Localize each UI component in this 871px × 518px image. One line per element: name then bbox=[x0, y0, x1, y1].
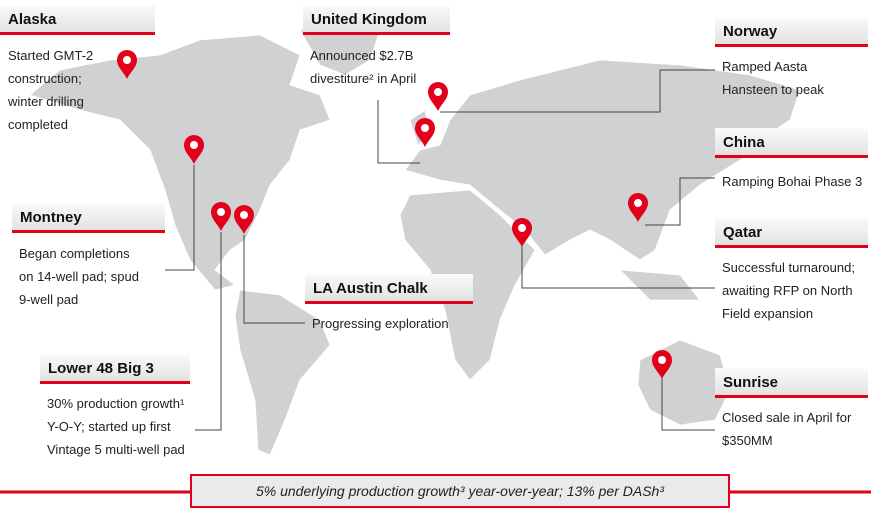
callout-title: Lower 48 Big 3 bbox=[40, 354, 190, 384]
callout-text: $350MM bbox=[722, 433, 773, 448]
callout-text: Announced $2.7B bbox=[310, 48, 414, 63]
summary-banner: 5% underlying production growth³ year-ov… bbox=[190, 474, 730, 508]
connector bbox=[243, 235, 305, 324]
pin-body bbox=[184, 135, 204, 164]
pin-body bbox=[628, 193, 648, 222]
south-america bbox=[234, 289, 331, 456]
pin-body bbox=[652, 350, 672, 379]
pin-body bbox=[234, 205, 254, 234]
callout-title: United Kingdom bbox=[303, 5, 450, 35]
location-pin bbox=[234, 205, 254, 234]
callout-text: awaiting RFP on North bbox=[722, 283, 853, 298]
connector bbox=[165, 165, 195, 271]
pin-hole bbox=[123, 56, 131, 64]
location-pin bbox=[428, 82, 448, 111]
pin-hole bbox=[421, 124, 429, 132]
connector bbox=[377, 100, 420, 164]
pin-hole bbox=[658, 356, 666, 364]
callout-text: Y-O-Y; started up first bbox=[47, 419, 171, 434]
callout-title: Montney bbox=[12, 203, 165, 233]
callout-text: 30% production growth¹ bbox=[47, 396, 185, 411]
location-pin bbox=[512, 218, 532, 247]
pin-hole bbox=[518, 224, 526, 232]
indonesia bbox=[618, 269, 701, 301]
connector bbox=[645, 177, 715, 226]
location-pin bbox=[628, 193, 648, 222]
callout-title: China bbox=[715, 128, 868, 158]
pin-body bbox=[415, 118, 435, 147]
callout-text: construction; bbox=[8, 71, 82, 86]
callout-text: Started GMT-2 bbox=[8, 48, 94, 63]
callout-title: Norway bbox=[715, 17, 868, 47]
pin-hole bbox=[217, 208, 225, 216]
callout-text: 9-well pad bbox=[19, 292, 79, 307]
north-america bbox=[29, 34, 331, 291]
pin-hole bbox=[634, 199, 642, 207]
callout-title: Sunrise bbox=[715, 368, 868, 398]
callout-text: on 14-well pad; spud bbox=[19, 269, 139, 284]
callout-text: Successful turnaround; bbox=[722, 260, 855, 275]
pin-body bbox=[428, 82, 448, 111]
callout-text: Vintage 5 multi-well pad bbox=[47, 442, 185, 457]
pin-body bbox=[512, 218, 532, 247]
location-pin bbox=[652, 350, 672, 379]
callout-text: Hansteen to peak bbox=[722, 82, 824, 97]
pin-body bbox=[211, 202, 231, 231]
callout-text: Closed sale in April for bbox=[722, 410, 852, 425]
callout-title: Alaska bbox=[0, 5, 155, 35]
pin-hole bbox=[190, 141, 198, 149]
pin-hole bbox=[434, 88, 442, 96]
callout-text: Field expansion bbox=[722, 306, 814, 321]
location-pin bbox=[211, 202, 231, 231]
connector bbox=[195, 232, 222, 431]
callout-text: divestiture² in April bbox=[310, 71, 417, 86]
callout-title: LA Austin Chalk bbox=[305, 274, 473, 304]
connector bbox=[661, 375, 715, 431]
pin-body bbox=[117, 50, 137, 79]
pin-hole bbox=[240, 211, 248, 219]
callout-title: Qatar bbox=[715, 218, 868, 248]
callout-text: Ramped Aasta bbox=[722, 59, 808, 74]
connector bbox=[440, 69, 715, 113]
location-pin bbox=[117, 50, 137, 79]
callout-text: Ramping Bohai Phase 3 bbox=[722, 174, 863, 189]
callout-text: Progressing exploration bbox=[312, 316, 449, 331]
callout-text: Began completions bbox=[19, 246, 130, 261]
callout-text: winter drilling bbox=[8, 94, 84, 109]
callout-text: completed bbox=[8, 117, 68, 132]
location-pin bbox=[184, 135, 204, 164]
connector bbox=[521, 245, 715, 289]
location-pin bbox=[415, 118, 435, 147]
